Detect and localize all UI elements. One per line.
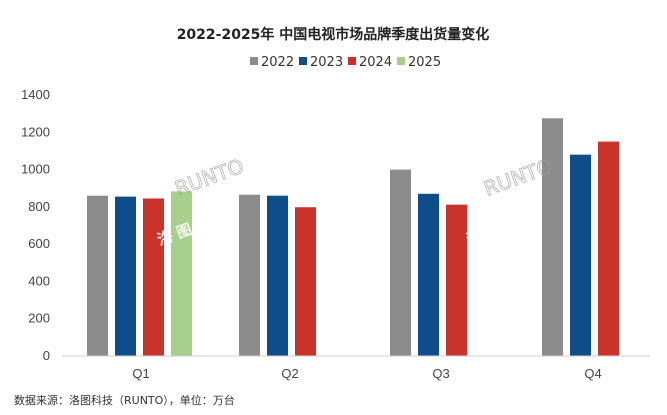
legend-label-2023: 2023 (310, 55, 343, 70)
y-tick-label: 600 (28, 236, 50, 251)
y-tick-label: 400 (28, 273, 50, 288)
x-axis: Q1 Q2 Q3 Q4 (132, 366, 601, 381)
legend-swatch-2024 (348, 57, 356, 65)
bar-Q4-2023 (570, 154, 591, 356)
bar-Q2-2023 (267, 195, 288, 356)
legend-label-2024: 2024 (359, 55, 392, 70)
y-tick-label: 800 (28, 199, 50, 214)
y-tick-label: 200 (28, 311, 50, 326)
bar-Q1-2023 (115, 196, 136, 356)
bar-Q3-2023 (418, 193, 439, 356)
bar-Q1-2022 (87, 195, 108, 356)
watermark-cjk: 洛 图 科 技 (155, 206, 233, 249)
bar-Q3-2022 (390, 169, 411, 356)
legend-swatch-2023 (299, 57, 307, 65)
source-note: 数据来源：洛图科技（RUNTO），单位：万台 (14, 393, 235, 407)
y-axis: 0 200 400 600 800 1000 1200 1400 (21, 87, 50, 363)
chart-title: 2022-2025年 中国电视市场品牌季度出货量变化 (177, 26, 490, 43)
bar-Q3-2024 (446, 204, 467, 356)
legend-swatch-2025 (397, 57, 405, 65)
bar-Q2-2024 (295, 207, 316, 356)
y-tick-label: 1200 (21, 124, 50, 139)
y-tick-label: 1000 (21, 162, 50, 177)
x-tick-label: Q4 (584, 366, 601, 381)
y-tick-label: 1400 (21, 87, 50, 102)
bar-Q1-2025 (171, 191, 192, 356)
watermark-latin: RUNTO (172, 154, 247, 201)
x-tick-label: Q1 (132, 366, 149, 381)
legend-label-2022: 2022 (261, 55, 294, 70)
y-tick-label: 0 (43, 348, 50, 363)
bar-Q4-2022 (542, 118, 563, 356)
bar-Q4-2024 (598, 141, 619, 356)
bar-Q2-2022 (239, 194, 260, 356)
legend-swatch-2022 (250, 57, 258, 65)
bar-Q1-2024 (143, 198, 164, 356)
legend: 2022 2023 2024 2025 (250, 55, 441, 70)
x-tick-label: Q3 (432, 366, 449, 381)
bars (87, 118, 619, 356)
x-tick-label: Q2 (281, 366, 298, 381)
legend-label-2025: 2025 (408, 55, 441, 70)
watermark-cjk: 洛 图 科 技 (464, 206, 542, 249)
